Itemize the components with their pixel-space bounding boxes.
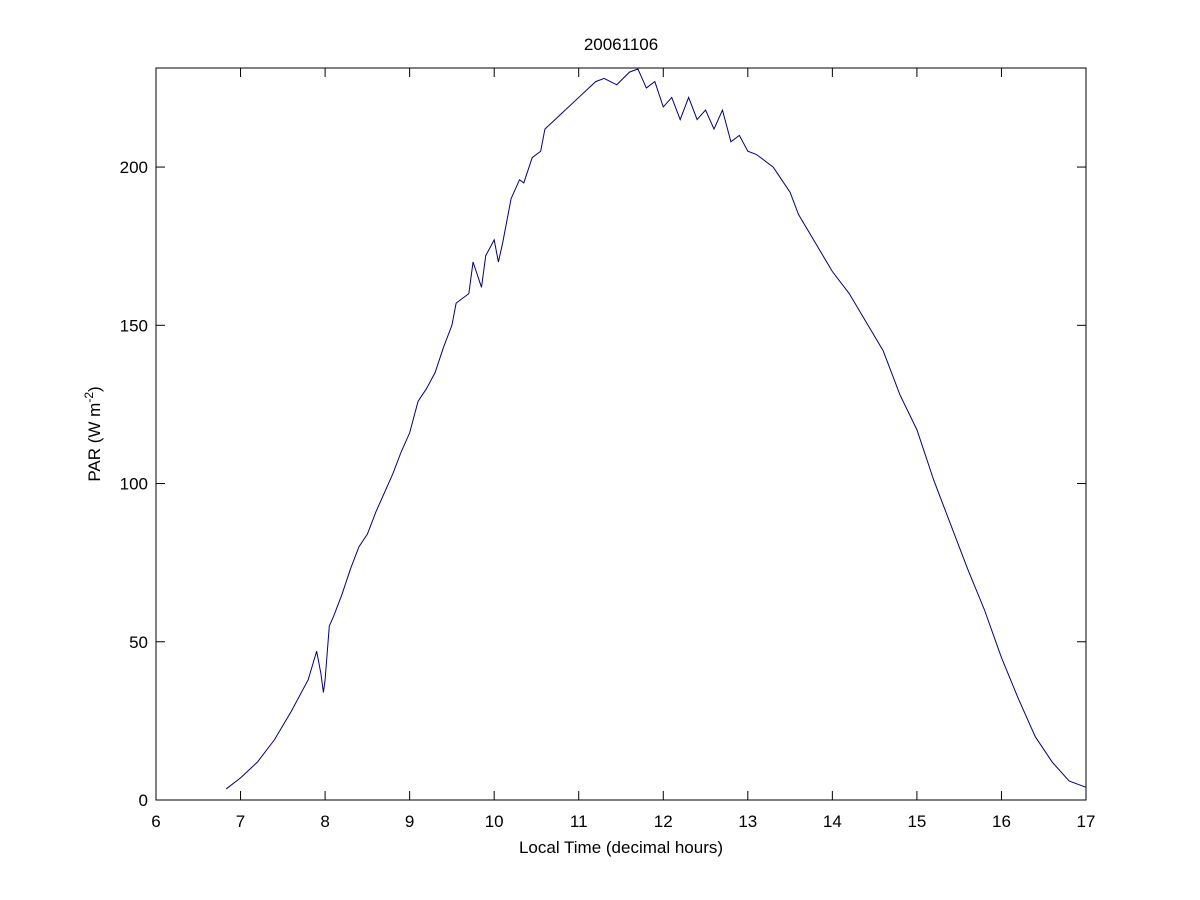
x-tick-label: 15 bbox=[907, 812, 926, 831]
x-tick-label: 14 bbox=[823, 812, 842, 831]
x-tick-label: 13 bbox=[738, 812, 757, 831]
x-axis-label: Local Time (decimal hours) bbox=[519, 838, 723, 857]
x-tick-label: 7 bbox=[236, 812, 245, 831]
x-tick-label: 9 bbox=[405, 812, 414, 831]
chart-title: 20061106 bbox=[584, 35, 658, 54]
y-label-text: PAR (W m bbox=[85, 403, 104, 482]
y-tick-label: 0 bbox=[139, 791, 148, 810]
y-tick-label: 50 bbox=[129, 633, 148, 652]
plot-frame bbox=[155, 67, 1087, 801]
x-tick-label: 8 bbox=[320, 812, 329, 831]
x-tick-label: 10 bbox=[485, 812, 504, 831]
y-label-sup: -2 bbox=[82, 392, 96, 403]
x-tick-label: 6 bbox=[151, 812, 160, 831]
y-tick-label: 100 bbox=[120, 475, 148, 494]
x-tick-label: 12 bbox=[654, 812, 673, 831]
y-axis-label: PAR (W m-2) bbox=[82, 386, 104, 481]
x-tick-label: 17 bbox=[1077, 812, 1096, 831]
y-tick-label: 200 bbox=[120, 158, 148, 177]
data-line bbox=[225, 68, 1087, 790]
x-tick-label: 11 bbox=[570, 812, 588, 831]
y-tick-label: 150 bbox=[120, 316, 148, 335]
x-tick-label: 16 bbox=[992, 812, 1011, 831]
y-label-close: ) bbox=[85, 386, 104, 392]
